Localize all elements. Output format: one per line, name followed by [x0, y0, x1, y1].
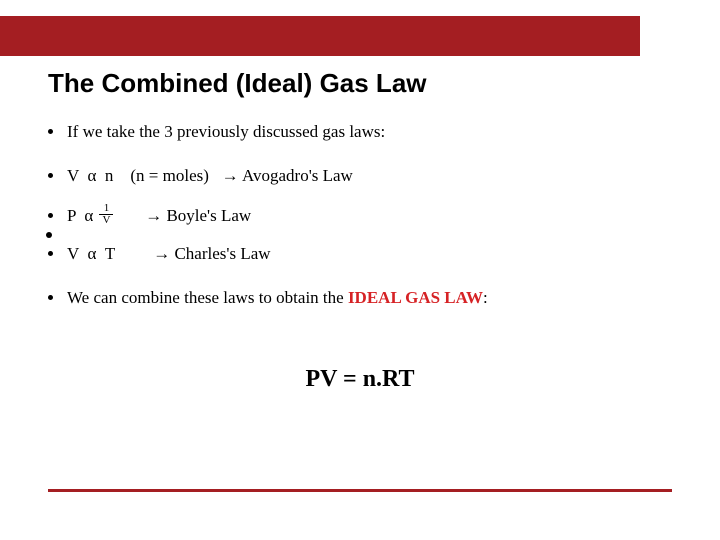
bullet-charles: V α T → Charles's Law — [48, 242, 660, 266]
avogadro-law: Avogadro's Law — [239, 166, 353, 185]
slide-title: The Combined (Ideal) Gas Law — [48, 68, 427, 99]
bullet-charles-text: V α T → Charles's Law — [67, 242, 271, 266]
bullet-icon — [48, 251, 53, 256]
boyle-spacer — [115, 206, 145, 225]
boyle-fraction: 1V — [99, 203, 113, 226]
bullet-boyle: P α 1V → Boyle's Law — [48, 204, 660, 229]
arrow-icon: → — [153, 244, 170, 263]
boyle-prefix: P α — [67, 206, 97, 225]
bullet-combine: We can combine these laws to obtain the … — [48, 286, 660, 310]
stray-bullet-icon — [46, 232, 52, 238]
combine-tail: : — [483, 288, 488, 307]
frac-denominator: V — [99, 215, 113, 226]
bullet-icon — [48, 295, 53, 300]
charles-prefix: V α T — [67, 244, 153, 263]
content-area: If we take the 3 previously discussed ga… — [48, 120, 660, 324]
footer-rule — [48, 489, 672, 492]
bullet-boyle-text: P α 1V → Boyle's Law — [67, 204, 251, 229]
ideal-gas-equation: PV = n.RT — [283, 362, 436, 397]
bullet-icon — [48, 213, 53, 218]
combine-lead: We can combine these laws to obtain the — [67, 288, 348, 307]
header-bar — [0, 16, 640, 56]
bullet-icon — [48, 173, 53, 178]
bullet-icon — [48, 129, 53, 134]
bullet-intro-text: If we take the 3 previously discussed ga… — [67, 120, 385, 144]
arrow-icon: → — [222, 166, 239, 185]
ideal-gas-law-highlight: IDEAL GAS LAW — [348, 288, 483, 307]
bullet-avogadro: V α n (n = moles) → Avogadro's Law — [48, 164, 660, 188]
boyle-law: Boyle's Law — [162, 206, 251, 225]
charles-law: Charles's Law — [170, 244, 270, 263]
bullet-avogadro-text: V α n (n = moles) → Avogadro's Law — [67, 164, 353, 188]
bullet-combine-text: We can combine these laws to obtain the … — [67, 286, 488, 310]
bullet-intro: If we take the 3 previously discussed ga… — [48, 120, 660, 144]
avogadro-prefix: V α n (n = moles) — [67, 166, 222, 185]
arrow-icon: → — [145, 206, 162, 225]
